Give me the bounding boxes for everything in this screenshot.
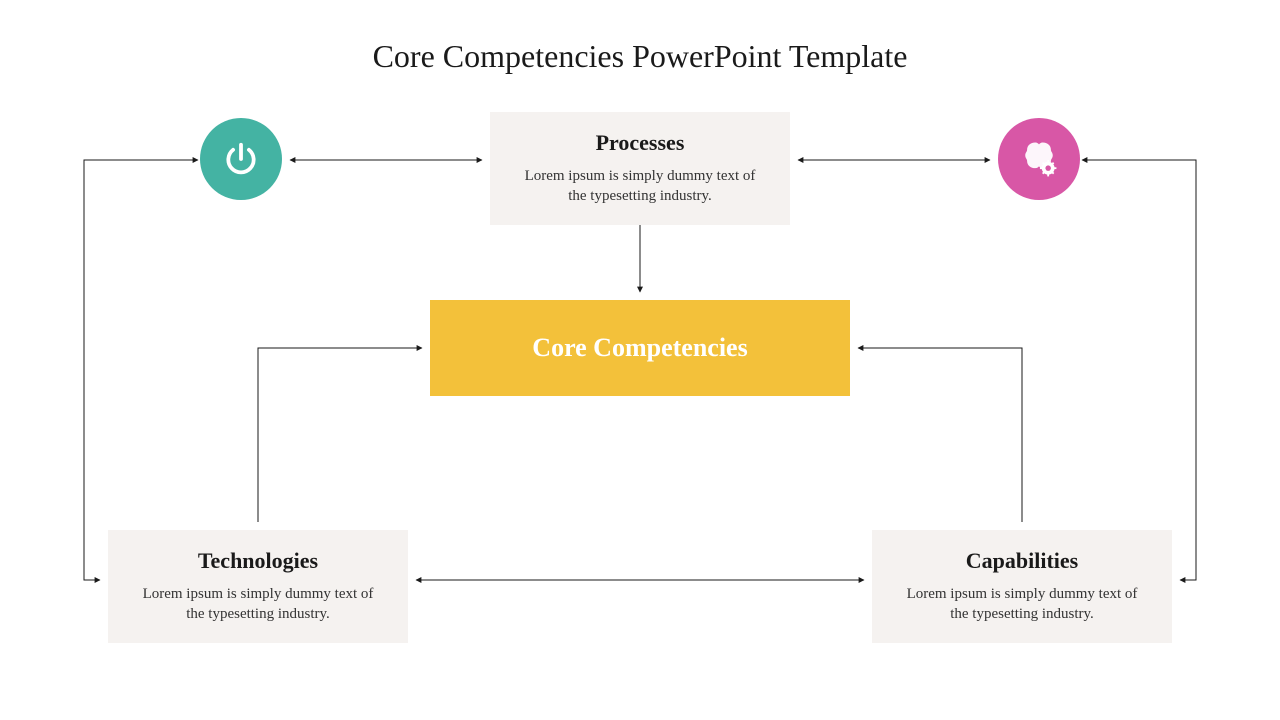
power-icon — [200, 118, 282, 200]
processes-body: Lorem ipsum is simply dummy text of the … — [518, 166, 762, 207]
processes-title: Processes — [518, 130, 762, 156]
slide-title: Core Competencies PowerPoint Template — [0, 38, 1280, 75]
core-competencies-box: Core Competencies — [430, 300, 850, 396]
technologies-body: Lorem ipsum is simply dummy text of the … — [136, 584, 380, 625]
capabilities-body: Lorem ipsum is simply dummy text of the … — [900, 584, 1144, 625]
capabilities-box: Capabilities Lorem ipsum is simply dummy… — [872, 530, 1172, 643]
center-label: Core Competencies — [532, 333, 747, 363]
processes-box: Processes Lorem ipsum is simply dummy te… — [490, 112, 790, 225]
brain-gear-icon — [998, 118, 1080, 200]
technologies-title: Technologies — [136, 548, 380, 574]
capabilities-title: Capabilities — [900, 548, 1144, 574]
technologies-box: Technologies Lorem ipsum is simply dummy… — [108, 530, 408, 643]
